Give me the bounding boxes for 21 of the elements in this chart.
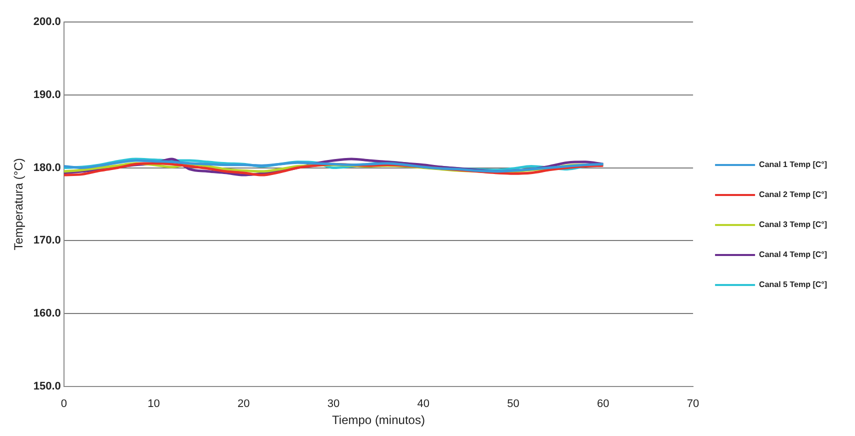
- y-tick-label: 170.0: [33, 234, 61, 247]
- y-tick-label: 200.0: [33, 16, 61, 28]
- y-tick-label: 150.0: [33, 380, 61, 392]
- legend-label: Canal 1 Temp [C°]: [759, 160, 828, 170]
- x-tick-label: 70: [686, 398, 700, 410]
- x-tick-label: 60: [597, 398, 610, 410]
- legend-label: Canal 3 Temp [C°]: [759, 220, 828, 230]
- x-tick-label: 0: [60, 398, 67, 410]
- legend-label: Canal 4 Temp [C°]: [759, 250, 828, 260]
- x-tick-label: 10: [148, 398, 160, 410]
- legend-label: Canal 2 Temp [C°]: [759, 190, 828, 200]
- y-tick-label: 180.0: [33, 162, 61, 174]
- x-tick-label: 30: [327, 398, 340, 410]
- legend-label: Canal 5 Temp [C°]: [759, 280, 828, 290]
- x-tick-label: 50: [507, 398, 520, 410]
- x-tick-label: 20: [238, 398, 250, 410]
- x-tick-label: 40: [417, 398, 430, 410]
- y-tick-label: 190.0: [33, 88, 61, 101]
- y-tick-label: 160.0: [33, 308, 61, 320]
- x-axis-title: Tiempo (minutos): [332, 413, 425, 428]
- y-axis-title: Temperatura (°C): [12, 158, 26, 250]
